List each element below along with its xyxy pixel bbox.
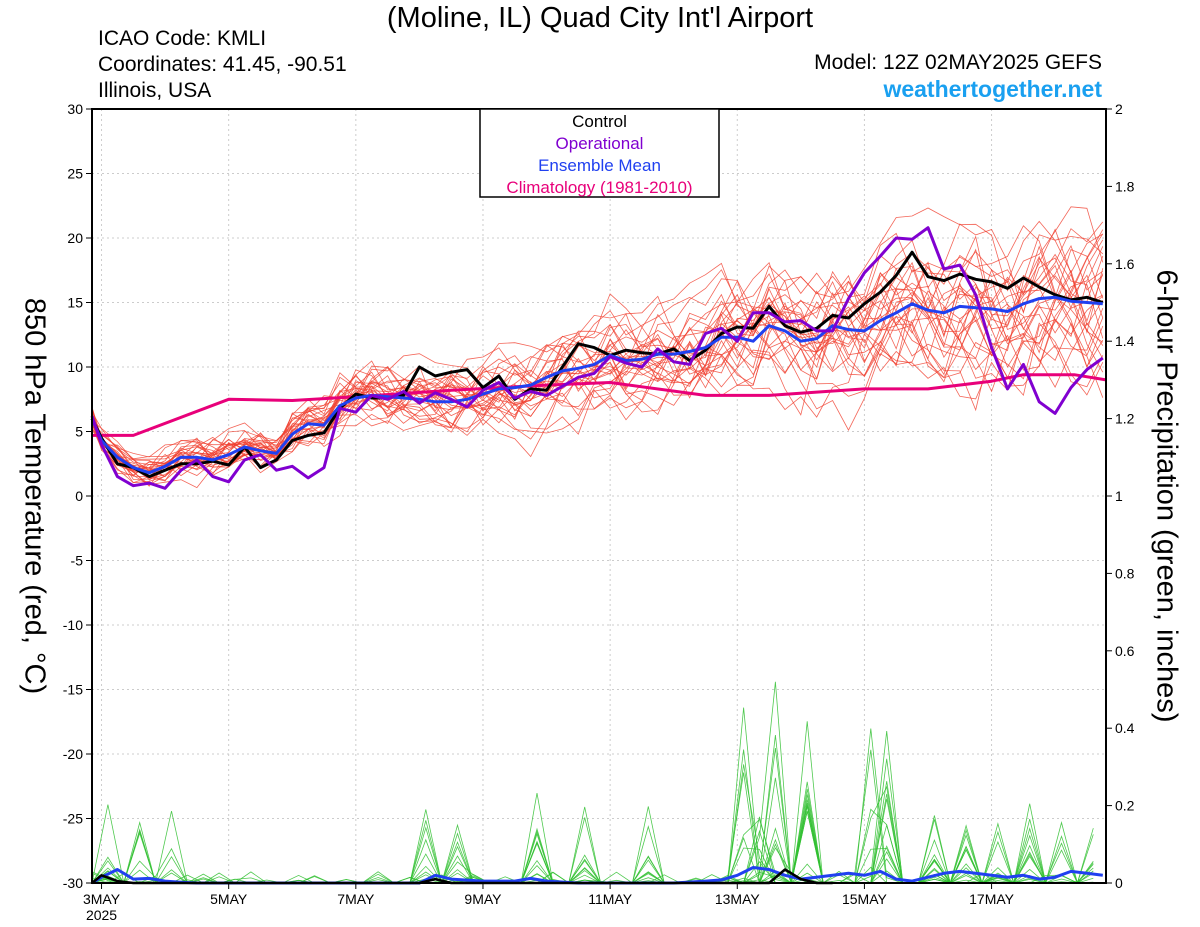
- station-info: ICAO Code: KMLI Coordinates: 41.45, -90.…: [98, 26, 347, 104]
- x-tick-label: 9MAY: [464, 891, 502, 907]
- legend-entry: Operational: [556, 134, 644, 153]
- ensemble-mean-line: [90, 295, 1103, 475]
- temp-member-line: [91, 223, 1104, 465]
- y-tick-label-left: 20: [67, 230, 83, 246]
- precip-member-line: [91, 772, 1094, 885]
- operational-line: [90, 226, 1104, 490]
- temp-member-line: [91, 257, 1103, 460]
- temp-member-line: [91, 262, 1104, 460]
- region: Illinois, USA: [98, 79, 212, 102]
- x-tick-label: 17MAY: [969, 891, 1015, 907]
- x-tick-label: 13MAY: [715, 891, 761, 907]
- y-tick-label-right: 1.2: [1115, 411, 1135, 427]
- y-tick-label-right: 1.6: [1115, 256, 1135, 272]
- y-tick-label-right: 2: [1115, 101, 1123, 117]
- y-tick-label-right: 1.8: [1115, 178, 1135, 194]
- temp-member-line: [91, 245, 1104, 469]
- temp-member-line: [91, 221, 1104, 477]
- precip-member-line: [92, 777, 1094, 884]
- legend-entry: Control: [572, 112, 627, 131]
- legend-entry: Climatology (1981-2010): [506, 178, 692, 197]
- precip-member-line: [91, 781, 1094, 884]
- precip-member-line: [91, 764, 1094, 884]
- precip-member-line: [91, 781, 1094, 884]
- precip-member-line: [92, 707, 1094, 884]
- precip-member-line: [92, 735, 1094, 884]
- main-series: [90, 226, 1107, 885]
- axes: 302520151050-5-10-15-20-25-3021.81.61.41…: [63, 101, 1135, 923]
- legend-entry: Ensemble Mean: [538, 156, 661, 175]
- legend-box: [479, 108, 720, 198]
- x-tick-label: 11MAY: [588, 891, 632, 907]
- y-tick-label-right: 0: [1115, 875, 1123, 891]
- y-tick-label-left: 10: [67, 359, 83, 375]
- control-line: [90, 250, 1104, 479]
- y-tick-label-right: 0.6: [1115, 643, 1135, 659]
- legend: Control Operational Ensemble Mean Climatolo…: [479, 108, 720, 198]
- brand-link[interactable]: weathertogether.net: [883, 76, 1102, 102]
- precip-members: [91, 681, 1094, 885]
- temp-member-line: [91, 233, 1104, 484]
- y-tick-label-right: 1: [1115, 488, 1123, 504]
- x-tick-label: 5MAY: [210, 891, 248, 907]
- y-tick-label-left: 25: [67, 166, 83, 182]
- y-tick-label-right: 1.4: [1115, 333, 1135, 349]
- climatology-line: [92, 373, 1107, 437]
- y-tick-label-left: 15: [67, 295, 83, 311]
- x-tick-label: 7MAY: [337, 891, 375, 907]
- temp-member-line: [91, 280, 1104, 475]
- temp-member-line: [91, 246, 1104, 471]
- y-tick-label-left: -20: [63, 746, 83, 762]
- y-tick-label-left: -10: [63, 617, 83, 633]
- grid: [92, 108, 1106, 884]
- chart-title: (Moline, IL) Quad City Int'l Airport: [386, 2, 814, 34]
- y-tick-label-left: -30: [63, 875, 83, 891]
- x-year-label: 2025: [86, 907, 117, 923]
- temp-member-line: [91, 228, 1104, 480]
- y-tick-label-left: -15: [63, 682, 83, 698]
- y-tick-label-right: 0.2: [1115, 798, 1135, 814]
- x-tick-label: 3MAY: [83, 891, 121, 907]
- y-tick-label-left: 0: [75, 488, 83, 504]
- temp-member-line: [91, 255, 1104, 477]
- y-tick-label-right: 0.8: [1115, 565, 1135, 581]
- temp-member-line: [91, 239, 1104, 471]
- temp-members: [91, 206, 1104, 489]
- coordinates: Coordinates: 41.45, -90.51: [98, 53, 347, 76]
- x-tick-label: 15MAY: [842, 891, 888, 907]
- temp-member-line: [91, 280, 1104, 471]
- y-tick-label-left: 5: [75, 424, 83, 440]
- y-tick-label-left: 30: [67, 101, 83, 117]
- y-tick-label-right: 0.4: [1115, 720, 1135, 736]
- precip-member-line: [92, 721, 1094, 884]
- y-tick-label-left: -5: [71, 553, 84, 569]
- icao-code: ICAO Code: KMLI: [98, 27, 267, 50]
- y-tick-label-left: -25: [63, 811, 83, 827]
- precip-member-line: [92, 728, 1094, 884]
- model-run: Model: 12Z 02MAY2025 GEFS: [814, 51, 1102, 74]
- temp-member-line: [91, 225, 1104, 474]
